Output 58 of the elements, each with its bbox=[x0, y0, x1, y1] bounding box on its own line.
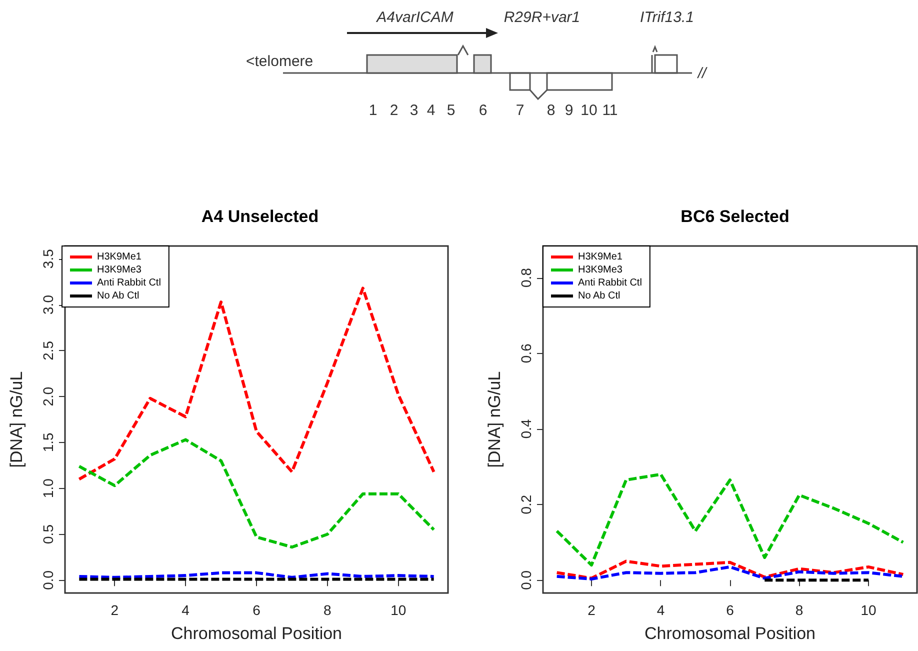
text: R29R+var1 bbox=[504, 9, 580, 26]
text: 8 bbox=[546, 102, 556, 119]
line-series bbox=[555, 472, 905, 567]
text: 2 bbox=[390, 102, 398, 119]
y-tick-label: 2.5 bbox=[40, 340, 56, 360]
text: 10 bbox=[580, 102, 598, 119]
text: 4 bbox=[426, 102, 436, 119]
y-tick-label: 0.0 bbox=[40, 570, 56, 590]
x-tick-label: 2 bbox=[110, 602, 119, 618]
text: 7 bbox=[516, 102, 524, 119]
x-tick-label: 8 bbox=[324, 602, 332, 618]
legend-label: Anti Rabbit Ctl bbox=[578, 278, 642, 288]
x-tick-label: 4 bbox=[656, 602, 665, 618]
y-tick-label: 0.5 bbox=[40, 524, 56, 544]
y-tick-label: 3.0 bbox=[40, 294, 56, 314]
text: 9 bbox=[564, 102, 574, 119]
y-tick-label: 0.4 bbox=[518, 419, 534, 439]
text: ITrif13.1 bbox=[640, 9, 694, 26]
text: <telomere bbox=[246, 53, 314, 70]
x-axis-title: Chromosomal Position bbox=[170, 624, 342, 643]
x-tick-label: 10 bbox=[390, 602, 406, 618]
x-tick-label: 6 bbox=[726, 602, 734, 618]
x-tick-label: 2 bbox=[588, 602, 596, 618]
legend-label: H3K9Me3 bbox=[97, 264, 142, 276]
legend-label: No Ab Ctl bbox=[97, 290, 140, 302]
x-tick-label: 4 bbox=[182, 602, 190, 618]
legend-label: H3K9Me1 bbox=[97, 252, 142, 262]
y-tick-label: 0.8 bbox=[518, 268, 534, 288]
chart-title: A4 Unselected bbox=[201, 207, 319, 226]
legend-label: No Ab Ctl bbox=[578, 290, 620, 302]
y-tick-label: 3.5 bbox=[40, 248, 56, 269]
text: 6 bbox=[478, 102, 488, 119]
y-tick-label: 1.0 bbox=[40, 478, 56, 498]
chart-title: BC6 Selected bbox=[680, 207, 790, 226]
line-series bbox=[78, 286, 436, 481]
y-tick-label: 1.5 bbox=[40, 432, 56, 452]
y-tick-label: 2.0 bbox=[40, 386, 56, 406]
x-axis-title: Chromosomal Position bbox=[644, 624, 816, 643]
text: 5 bbox=[446, 102, 456, 119]
y-tick-label: 0.0 bbox=[518, 570, 534, 590]
text: // bbox=[696, 65, 708, 82]
text: 1 bbox=[368, 102, 378, 119]
y-axis-title: [DNA] nG/uL bbox=[7, 371, 26, 468]
legend-label: H3K9Me3 bbox=[578, 264, 623, 276]
y-axis-title: [DNA] nG/uL bbox=[485, 371, 504, 468]
text: 3 bbox=[410, 102, 418, 119]
x-tick-label: 8 bbox=[795, 602, 804, 618]
legend-label: Anti Rabbit Ctl bbox=[97, 278, 161, 288]
line-series bbox=[78, 438, 436, 549]
y-tick-label: 0.2 bbox=[518, 494, 534, 514]
line-series bbox=[555, 565, 905, 581]
x-tick-label: 10 bbox=[860, 602, 877, 618]
y-tick-label: 0.6 bbox=[518, 343, 534, 364]
x-tick-label: 6 bbox=[252, 602, 261, 618]
text: 11 bbox=[602, 102, 618, 119]
legend-label: H3K9Me1 bbox=[578, 252, 623, 262]
text: A4varICAM bbox=[376, 9, 454, 26]
line-series bbox=[555, 560, 905, 580]
